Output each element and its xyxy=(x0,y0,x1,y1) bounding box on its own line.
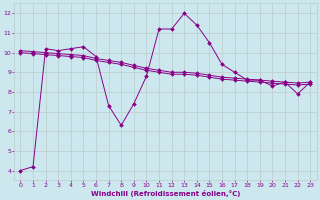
X-axis label: Windchill (Refroidissement éolien,°C): Windchill (Refroidissement éolien,°C) xyxy=(91,190,240,197)
